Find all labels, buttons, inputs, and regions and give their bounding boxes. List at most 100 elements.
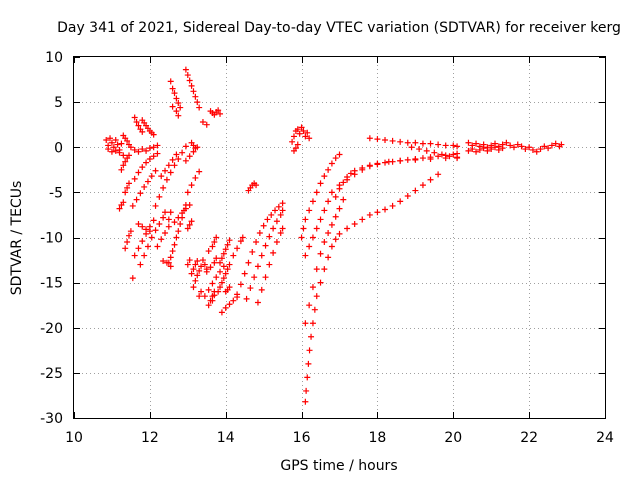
data-point (186, 257, 193, 264)
data-point (125, 180, 132, 187)
data-point (306, 347, 313, 354)
y-tick-label: -15 (40, 276, 63, 292)
series-s50 (243, 207, 286, 302)
data-point (196, 168, 203, 175)
data-point (264, 216, 271, 223)
data-point (190, 266, 197, 273)
data-point (175, 112, 182, 119)
data-point (196, 104, 203, 111)
y-tick-label: -20 (40, 321, 63, 337)
data-point (374, 161, 381, 168)
data-point (190, 88, 197, 95)
data-point (167, 169, 174, 176)
data-point (266, 233, 273, 240)
data-point (199, 257, 206, 264)
data-point (306, 135, 313, 142)
series-s44 (226, 234, 246, 268)
data-point (184, 261, 191, 268)
data-point (442, 152, 449, 159)
data-point (154, 142, 161, 149)
data-point (120, 199, 127, 206)
data-point (167, 254, 174, 261)
data-point (158, 236, 165, 243)
series-s41 (215, 266, 231, 295)
series-s10 (139, 117, 157, 138)
series-s46 (196, 288, 205, 300)
y-tick-label: 10 (45, 50, 63, 66)
data-point (217, 110, 224, 117)
data-point (218, 279, 225, 286)
data-point (222, 270, 229, 277)
series-s31 (184, 168, 203, 196)
data-point (230, 297, 237, 304)
data-point (156, 193, 163, 200)
data-point (220, 250, 227, 257)
data-point (442, 142, 449, 149)
grid-lines (74, 57, 605, 418)
data-point (160, 184, 167, 191)
data-point (162, 167, 169, 174)
data-point (150, 153, 157, 160)
data-point (105, 146, 112, 153)
data-point (194, 272, 201, 279)
data-point (173, 95, 180, 102)
data-point (122, 245, 129, 252)
data-point (431, 149, 438, 156)
data-point (165, 162, 172, 169)
data-point (435, 141, 442, 148)
data-point (480, 145, 487, 152)
data-point (366, 135, 373, 142)
data-point (302, 398, 309, 405)
x-tick-label: 22 (520, 430, 538, 446)
data-point (258, 252, 265, 259)
data-point (558, 141, 565, 148)
series-s53 (302, 171, 442, 405)
data-point (239, 234, 246, 241)
series-s09 (131, 114, 146, 135)
y-tick-label: 0 (54, 140, 63, 156)
data-point (336, 151, 343, 158)
data-point (127, 228, 134, 235)
data-point (317, 250, 324, 257)
data-point (253, 182, 260, 189)
data-point (135, 148, 142, 155)
series-s18 (152, 143, 189, 209)
series-s39 (203, 255, 220, 275)
data-point (522, 146, 529, 153)
data-point (179, 210, 186, 217)
data-point (184, 189, 191, 196)
data-point (427, 176, 434, 183)
data-point (182, 66, 189, 73)
data-point (495, 146, 502, 153)
series-s25 (171, 202, 193, 226)
data-point (201, 261, 208, 268)
data-point (510, 144, 517, 151)
series-s17 (158, 151, 180, 180)
data-point (313, 225, 320, 232)
data-point (198, 288, 205, 295)
data-point (167, 209, 174, 216)
data-point (306, 302, 313, 309)
data-point (122, 189, 129, 196)
data-point (374, 209, 381, 216)
data-point (404, 156, 411, 163)
data-point (190, 284, 197, 291)
data-point (279, 225, 286, 232)
data-point (548, 142, 555, 149)
data-point (207, 264, 214, 271)
data-point (184, 225, 191, 232)
data-point (152, 202, 159, 209)
x-tick-label: 20 (444, 430, 462, 446)
data-point (366, 211, 373, 218)
data-point (484, 147, 491, 154)
data-point (143, 159, 150, 166)
data-point (412, 187, 419, 194)
data-point (469, 146, 476, 153)
series-s07 (122, 228, 134, 252)
data-point (137, 261, 144, 268)
series-s03 (120, 132, 134, 151)
series-s34 (188, 257, 201, 277)
data-point (205, 286, 212, 293)
data-point (203, 268, 210, 275)
data-point (192, 174, 199, 181)
